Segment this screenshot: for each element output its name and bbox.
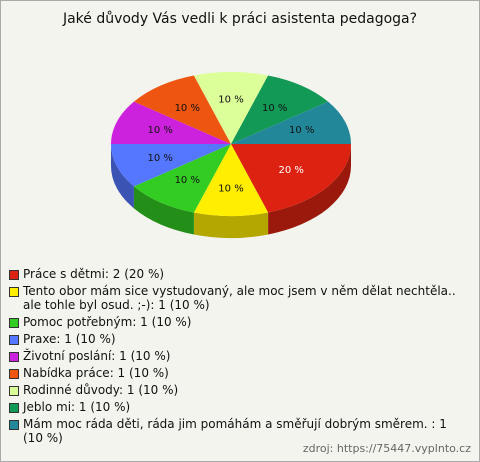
legend-item: Rodinné důvody: 1 (10 %): [9, 383, 461, 397]
legend-swatch: [9, 270, 19, 280]
legend-swatch: [9, 287, 19, 297]
legend-swatch: [9, 420, 19, 430]
slice: [133, 144, 231, 213]
slice-label: 20 %: [278, 165, 303, 176]
slice: [111, 144, 231, 187]
legend-label: Tento obor mám sice vystudovaný, ale moc…: [23, 284, 456, 312]
legend-label: Životní poslání: 1 (10 %): [23, 349, 171, 363]
legend-label: Praxe: 1 (10 %): [23, 332, 116, 346]
legend-item: Práce s dětmi: 2 (20 %): [9, 267, 461, 281]
chart-title: Jaké důvody Vás vedli k práci asistenta …: [62, 11, 418, 27]
slice-side: [111, 144, 134, 209]
legend-swatch: [9, 369, 19, 379]
pie-area: 20 %10 %10 %10 %10 %10 %10 %10 %10 %: [111, 72, 351, 238]
slice-label: 10 %: [148, 153, 173, 164]
slice: [231, 101, 351, 144]
legend-swatch: [9, 352, 19, 362]
legend-label: Pomoc potřebným: 1 (10 %): [23, 315, 192, 329]
legend-swatch: [9, 318, 19, 328]
source: zdroj: https://75447.vyplnto.cz: [302, 442, 471, 455]
slice-label: 10 %: [148, 125, 173, 136]
slice-side: [268, 144, 351, 235]
slice: [231, 75, 329, 144]
legend-item: Životní poslání: 1 (10 %): [9, 349, 461, 363]
legend-label: Jeblo mi: 1 (10 %): [23, 400, 131, 414]
slice: [133, 75, 231, 144]
slice-label: 10 %: [218, 184, 243, 195]
legend-label: Práce s dětmi: 2 (20 %): [23, 267, 165, 281]
slice: [193, 144, 269, 216]
legend-swatch: [9, 403, 19, 413]
slice: [111, 101, 231, 144]
legend-item: Jeblo mi: 1 (10 %): [9, 400, 461, 414]
legend-swatch: [9, 335, 19, 345]
legend-swatch: [9, 386, 19, 396]
legend-item: Mám moc ráda děti, ráda jim pomáhám a sm…: [9, 417, 461, 445]
slice-label: 10 %: [289, 125, 314, 136]
legend-item: Pomoc potřebným: 1 (10 %): [9, 315, 461, 329]
legend-item: Praxe: 1 (10 %): [9, 332, 461, 346]
legend-label: Mám moc ráda děti, ráda jim pomáhám a sm…: [23, 417, 447, 445]
slice-label: 10 %: [262, 103, 287, 114]
legend-label: Nabídka práce: 1 (10 %): [23, 366, 169, 380]
slice-label: 10 %: [218, 94, 243, 105]
legend-label: Rodinné důvody: 1 (10 %): [23, 383, 179, 397]
slice-label: 10 %: [175, 103, 200, 114]
legend-item: Tento obor mám sice vystudovaný, ale moc…: [9, 284, 461, 312]
slice: [231, 144, 351, 213]
slice-label: 10 %: [175, 175, 200, 186]
legend: Práce s dětmi: 2 (20 %) Tento obor mám si…: [9, 267, 461, 448]
slice-side: [193, 212, 269, 238]
legend-item: Nabídka práce: 1 (10 %): [9, 366, 461, 380]
slice: [193, 72, 269, 144]
slice-side: [133, 186, 194, 235]
